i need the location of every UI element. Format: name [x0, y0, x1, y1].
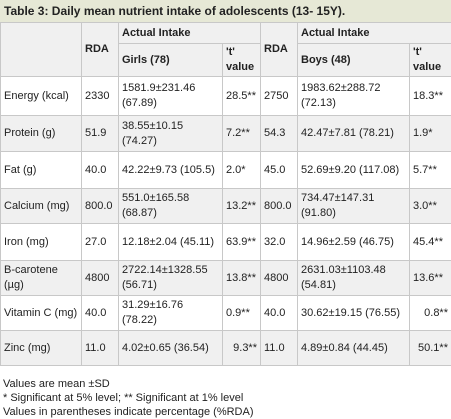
rda-boys-cell: 32.0 — [261, 224, 298, 261]
rda-boys-cell: 40.0 — [261, 296, 298, 331]
header-t-value-boys: 't' value — [410, 44, 451, 77]
girls-intake-cell: 38.55±10.15 (74.27) — [119, 116, 223, 152]
header-row-1: RDA Actual Intake RDA Actual Intake — [1, 23, 451, 44]
boys-intake-cell: 734.47±147.31 (91.80) — [298, 189, 410, 224]
table-row: Zinc (mg) 11.0 4.02±0.65 (36.54) 9.3** 1… — [1, 331, 451, 366]
nutrient-cell: Fat (g) — [1, 152, 82, 189]
footnote-percentage: Values in parentheses indicate percentag… — [3, 405, 451, 419]
nutrient-cell: Calcium (mg) — [1, 189, 82, 224]
girls-intake-cell: 1581.9±231.46 (67.89) — [119, 77, 223, 116]
t-boys-cell: 18.3** — [410, 77, 451, 116]
t-girls-cell: 0.9** — [223, 296, 261, 331]
header-rda-boys: RDA — [261, 23, 298, 77]
t-girls-cell: 28.5** — [223, 77, 261, 116]
rda-boys-cell: 54.3 — [261, 116, 298, 152]
girls-intake-cell: 2722.14±1328.55 (56.71) — [119, 261, 223, 296]
girls-intake-cell: 42.22±9.73 (105.5) — [119, 152, 223, 189]
header-t-value-girls: 't' value — [223, 44, 261, 77]
boys-intake-cell: 1983.62±288.72 (72.13) — [298, 77, 410, 116]
header-nutrient-cell — [1, 23, 82, 77]
rda-girls-cell: 40.0 — [82, 296, 119, 331]
rda-boys-cell: 4800 — [261, 261, 298, 296]
header-actual-intake-boys: Actual Intake — [298, 23, 451, 44]
table-row: Fat (g) 40.0 42.22±9.73 (105.5) 2.0* 45.… — [1, 152, 451, 189]
nutrient-cell: Vitamin C (mg) — [1, 296, 82, 331]
nutrient-cell: B-carotene (µg) — [1, 261, 82, 296]
t-girls-cell: 2.0* — [223, 152, 261, 189]
caption-label: Table 3: — [4, 4, 48, 18]
t-boys-cell: 5.7** — [410, 152, 451, 189]
boys-intake-cell: 2631.03±1103.48 (54.81) — [298, 261, 410, 296]
header-girls: Girls (78) — [119, 44, 223, 77]
girls-intake-cell: 12.18±2.04 (45.11) — [119, 224, 223, 261]
boys-intake-cell: 52.69±9.20 (117.08) — [298, 152, 410, 189]
rda-boys-cell: 11.0 — [261, 331, 298, 366]
rda-boys-cell: 45.0 — [261, 152, 298, 189]
boys-intake-cell: 42.47±7.81 (78.21) — [298, 116, 410, 152]
t-girls-cell: 13.8** — [223, 261, 261, 296]
table-caption: Table 3: Daily mean nutrient intake of a… — [0, 0, 451, 22]
nutrient-cell: Protein (g) — [1, 116, 82, 152]
rda-girls-cell: 27.0 — [82, 224, 119, 261]
girls-intake-cell: 4.02±0.65 (36.54) — [119, 331, 223, 366]
nutrient-cell: Energy (kcal) — [1, 77, 82, 116]
table-row: B-carotene (µg) 4800 2722.14±1328.55 (56… — [1, 261, 451, 296]
t-girls-cell: 9.3** — [223, 331, 261, 366]
table-row: Vitamin C (mg) 40.0 31.29±16.76 (78.22) … — [1, 296, 451, 331]
girls-intake-cell: 551.0±165.58 (68.87) — [119, 189, 223, 224]
t-boys-cell: 3.0** — [410, 189, 451, 224]
rda-boys-cell: 2750 — [261, 77, 298, 116]
footnote-mean-sd: Values are mean ±SD — [3, 377, 451, 391]
rda-boys-cell: 800.0 — [261, 189, 298, 224]
rda-girls-cell: 4800 — [82, 261, 119, 296]
table-row: Energy (kcal) 2330 1581.9±231.46 (67.89)… — [1, 77, 451, 116]
t-girls-cell: 63.9** — [223, 224, 261, 261]
footnote-significance: * Significant at 5% level; ** Significan… — [3, 391, 451, 405]
rda-girls-cell: 2330 — [82, 77, 119, 116]
t-boys-cell: 13.6** — [410, 261, 451, 296]
nutrient-cell: Iron (mg) — [1, 224, 82, 261]
header-boys: Boys (48) — [298, 44, 410, 77]
t-girls-cell: 7.2** — [223, 116, 261, 152]
table-row: Calcium (mg) 800.0 551.0±165.58 (68.87) … — [1, 189, 451, 224]
header-rda-girls: RDA — [82, 23, 119, 77]
table-row: Iron (mg) 27.0 12.18±2.04 (45.11) 63.9**… — [1, 224, 451, 261]
table-footnotes: Values are mean ±SD * Significant at 5% … — [0, 377, 451, 419]
caption-text: Daily mean nutrient intake of adolescent… — [48, 4, 345, 18]
girls-intake-cell: 31.29±16.76 (78.22) — [119, 296, 223, 331]
header-actual-intake-girls: Actual Intake — [119, 23, 261, 44]
t-girls-cell: 13.2** — [223, 189, 261, 224]
nutrient-table: RDA Actual Intake RDA Actual Intake Girl… — [0, 22, 451, 366]
boys-intake-cell: 30.62±19.15 (76.55) — [298, 296, 410, 331]
rda-girls-cell: 11.0 — [82, 331, 119, 366]
t-boys-cell: 45.4** — [410, 224, 451, 261]
nutrient-cell: Zinc (mg) — [1, 331, 82, 366]
t-boys-cell: 50.1** — [410, 331, 451, 366]
rda-girls-cell: 800.0 — [82, 189, 119, 224]
t-boys-cell: 1.9* — [410, 116, 451, 152]
rda-girls-cell: 51.9 — [82, 116, 119, 152]
rda-girls-cell: 40.0 — [82, 152, 119, 189]
t-boys-cell: 0.8** — [410, 296, 451, 331]
table-row: Protein (g) 51.9 38.55±10.15 (74.27) 7.2… — [1, 116, 451, 152]
boys-intake-cell: 4.89±0.84 (44.45) — [298, 331, 410, 366]
boys-intake-cell: 14.96±2.59 (46.75) — [298, 224, 410, 261]
